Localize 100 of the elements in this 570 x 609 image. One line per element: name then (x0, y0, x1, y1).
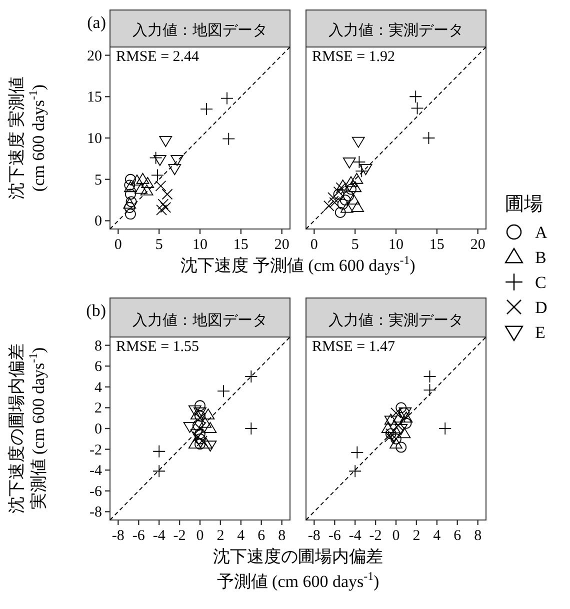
point (410, 102, 424, 115)
x-axis-title: 沈下速度の圃場内偏差予測値 (cm 600 days$^{-1}$) (213, 547, 383, 591)
point (200, 438, 213, 449)
point (124, 202, 136, 213)
chart-title: 入力値：地図データ (132, 22, 268, 39)
point (156, 204, 167, 216)
point (384, 431, 396, 442)
point (125, 188, 136, 200)
annotation: RMSE = 1.47 (312, 339, 396, 355)
point (194, 428, 206, 440)
y-tick-label: 6 (94, 359, 102, 376)
y-tick-label: -2 (90, 442, 102, 458)
point (159, 136, 172, 147)
chart-title: 入力値：地図データ (132, 312, 268, 329)
point (183, 422, 196, 433)
point (204, 440, 217, 452)
point (350, 172, 364, 184)
x-tick-label: 0 (310, 237, 318, 253)
x-tick-label: 8 (474, 528, 482, 544)
chart-title: 入力値：実測データ (328, 312, 464, 329)
point (346, 184, 356, 195)
point (153, 155, 166, 166)
x-tick-label: 2 (412, 528, 420, 544)
point (348, 181, 362, 192)
point (355, 164, 368, 178)
x-tick-label: 15 (429, 237, 444, 253)
x-tick-label: 20 (470, 237, 486, 253)
point (336, 182, 347, 194)
y-tick-label: 2 (94, 400, 102, 417)
point (422, 132, 436, 144)
point (194, 410, 206, 422)
point (340, 194, 351, 206)
y-tick-label: 10 (87, 131, 102, 147)
x-tick-label: -6 (328, 528, 342, 544)
chart-title: 入力値：実測データ (328, 22, 464, 39)
x-tick-label: -6 (132, 528, 146, 544)
point (130, 174, 144, 186)
point (188, 405, 202, 416)
point (381, 422, 394, 433)
point (204, 422, 217, 433)
x-tick-label: -8 (112, 528, 124, 544)
x-tick-label: 0 (114, 237, 122, 253)
point (388, 432, 400, 444)
point (170, 155, 184, 166)
annotation: RMSE = 2.44 (116, 49, 200, 65)
point (194, 438, 206, 450)
point (196, 436, 208, 446)
y-tick-label: 8 (94, 338, 102, 354)
point (192, 420, 204, 431)
point (394, 424, 408, 435)
point (123, 198, 136, 209)
point (152, 464, 166, 478)
point (222, 132, 236, 146)
x-tick-label: -8 (308, 528, 320, 544)
point (149, 151, 162, 164)
x-tick-label: 6 (454, 528, 462, 544)
point (333, 186, 344, 198)
text: (b) (86, 301, 106, 320)
point (409, 90, 422, 104)
point (390, 433, 402, 444)
point (162, 188, 173, 200)
point (168, 164, 182, 176)
point (347, 194, 360, 204)
point (359, 164, 372, 176)
point (152, 444, 166, 458)
x-tick-label: 4 (237, 528, 246, 544)
y-tick-label: -6 (90, 484, 102, 500)
point (198, 416, 212, 428)
point (423, 384, 436, 396)
point (352, 136, 365, 148)
point (400, 418, 412, 429)
x-tick-label: -2 (369, 528, 382, 544)
point (398, 427, 411, 438)
y-tick-label: 15 (87, 90, 102, 106)
point (350, 446, 364, 459)
point (217, 384, 230, 398)
legend-title: 圃場 (505, 194, 543, 215)
x-tick-label: 15 (233, 237, 248, 253)
y-tick-label: -8 (90, 504, 102, 521)
point (194, 407, 206, 418)
point (392, 420, 404, 431)
point (140, 184, 154, 196)
point (323, 200, 334, 212)
point (344, 176, 358, 188)
x-tick-label: 5 (351, 237, 359, 253)
point (244, 422, 258, 435)
point (244, 370, 258, 383)
point (188, 438, 202, 449)
point (202, 408, 215, 420)
x-tick-label: 10 (192, 237, 208, 253)
point (125, 208, 136, 220)
point (396, 442, 407, 453)
x-tick-label: 2 (216, 528, 224, 544)
point (348, 464, 362, 478)
x-tick-label: -4 (152, 528, 166, 544)
x-tick-label: 6 (258, 528, 266, 544)
x-tick-label: -2 (173, 528, 186, 544)
y-tick-label: 4 (94, 380, 102, 396)
y-tick-label: 20 (87, 48, 102, 64)
point (194, 400, 206, 412)
